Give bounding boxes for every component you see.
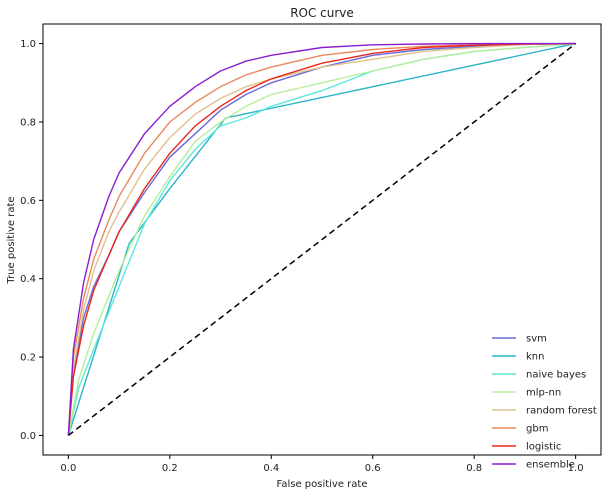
x-tick-label: 0.8 — [466, 463, 482, 474]
legend-label: knn — [526, 352, 544, 363]
x-axis-label: False positive rate — [277, 479, 368, 490]
x-tick-label: 0.6 — [365, 463, 381, 474]
x-tick-label: 0.4 — [263, 463, 279, 474]
legend-label: naive bayes — [526, 370, 586, 381]
y-axis-ticks: 0.0 0.2 0.4 0.6 0.8 1.0 — [20, 39, 43, 442]
legend-label: svm — [526, 334, 547, 345]
y-tick-label: 0.4 — [20, 274, 36, 285]
y-tick-label: 0.0 — [20, 431, 36, 442]
series-line-ensemble — [67, 42, 576, 436]
x-tick-label: 1.0 — [568, 463, 584, 474]
plot-frame — [42, 23, 602, 456]
y-tick-label: 0.6 — [20, 196, 36, 207]
legend: svm knn naive bayes mlp-nn random forest gbm l… — [492, 334, 597, 471]
series-line-mlp-nn — [67, 42, 576, 436]
y-tick-label: 1.0 — [20, 39, 36, 50]
legend-label: logistic — [526, 442, 561, 453]
plot-area — [67, 42, 577, 437]
legend-label: gbm — [526, 424, 548, 435]
y-axis-label: True positive rate — [6, 196, 17, 284]
legend-label: mlp-nn — [526, 388, 561, 399]
x-tick-label: 0.2 — [162, 463, 178, 474]
legend-label: random forest — [526, 406, 597, 417]
chance-diagonal-line — [67, 42, 577, 437]
x-axis-ticks: 0.0 0.2 0.4 0.6 0.8 1.0 — [60, 455, 584, 474]
series-line-svm — [67, 42, 576, 436]
series-line-logistic — [67, 42, 576, 436]
series-line-knn — [67, 42, 576, 436]
series-line-gbm — [67, 42, 576, 436]
legend-label: ensemble — [526, 460, 575, 471]
y-tick-label: 0.8 — [20, 117, 36, 128]
y-tick-label: 0.2 — [20, 353, 36, 364]
x-tick-label: 0.0 — [60, 463, 76, 474]
chart-title: ROC curve — [290, 6, 354, 20]
series-line-random-forest — [67, 42, 576, 436]
